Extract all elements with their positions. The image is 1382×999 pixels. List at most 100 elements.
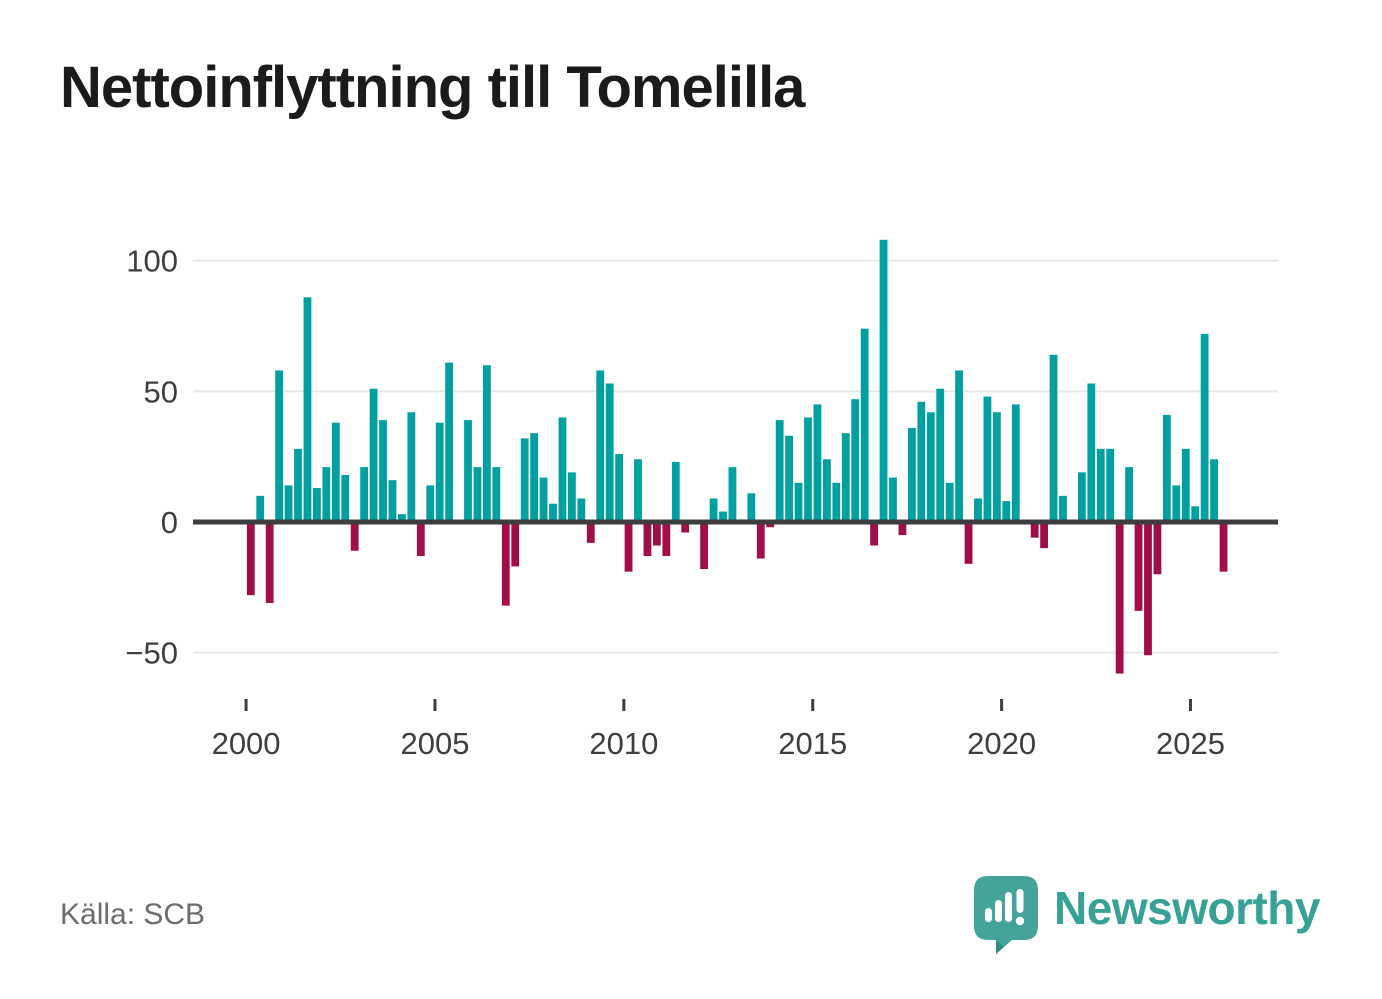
bar-2024-q1 (1153, 522, 1162, 575)
bar-2012-q2 (709, 498, 718, 522)
bar-2011-q1 (662, 522, 671, 556)
bar-2025-q2 (1200, 333, 1209, 522)
bar-2006-q4 (501, 522, 510, 606)
x-tick-label: 2020 (967, 726, 1036, 761)
newsworthy-logo: Newsworthy (974, 876, 1320, 954)
y-tick-label: 50 (144, 374, 178, 409)
bar-2012-q3 (719, 511, 727, 522)
bar-2007-q3 (530, 433, 539, 522)
x-tick-label: 2000 (212, 726, 281, 761)
x-tick-label: 2015 (778, 726, 847, 761)
bar-2006-q3 (492, 467, 501, 522)
y-tick-label: 0 (161, 505, 178, 540)
newsworthy-speech-bubble-barchart-icon (974, 876, 1039, 954)
bar-2023-q2 (1125, 467, 1133, 522)
bar-2003-q1 (360, 467, 369, 522)
y-axis-labels: 100 50 0 −50 (125, 244, 178, 671)
bar-2000-q4 (275, 370, 284, 522)
bar-2024-q4 (1181, 448, 1190, 522)
bar-2010-q2 (634, 459, 642, 522)
x-axis-ticks: 2000 2005 2010 2015 2020 2025 (212, 699, 1225, 761)
bar-2016-q1 (851, 399, 860, 522)
y-tick-label: 100 (126, 244, 178, 279)
bar-2015-q2 (822, 459, 831, 522)
bar-2010-q4 (652, 522, 661, 546)
bar-2007-q1 (511, 522, 520, 567)
bar-2001-q1 (284, 485, 293, 522)
bar-2005-q4 (464, 420, 472, 522)
bar-2006-q1 (473, 467, 482, 522)
bar-2015-q4 (841, 433, 850, 522)
x-tick-label: 2005 (400, 726, 469, 761)
bar-2001-q4 (313, 488, 321, 522)
bar-2014-q1 (775, 420, 784, 522)
bar-2020-q4 (1030, 522, 1039, 538)
bar-2025-q3 (1210, 459, 1218, 522)
bar-2012-q1 (700, 522, 709, 570)
bar-2022-q2 (1087, 383, 1096, 522)
bar-2018-q1 (926, 412, 935, 522)
bar-2002-q3 (341, 474, 350, 522)
bar-2004-q1 (398, 514, 406, 522)
bar-2019-q1 (964, 522, 973, 564)
bar-2014-q4 (804, 417, 812, 522)
bar-2017-q3 (907, 427, 916, 522)
bar-2016-q3 (870, 522, 878, 546)
bar-2015-q3 (832, 482, 841, 523)
bar-2009-q1 (586, 522, 595, 543)
bar-2017-q1 (889, 477, 897, 522)
bar-2023-q1 (1115, 522, 1124, 674)
bar-2004-q3 (416, 522, 425, 556)
bar-2013-q4 (766, 522, 775, 528)
bar-2019-q4 (992, 412, 1001, 522)
bar-2019-q2 (974, 498, 982, 522)
bar-2017-q4 (917, 401, 926, 522)
gridlines (193, 259, 1278, 654)
bar-2025-q1 (1191, 506, 1200, 522)
bar-2013-q2 (747, 493, 756, 522)
bar-2016-q4 (879, 239, 888, 523)
bar-2007-q2 (520, 438, 529, 522)
bar-2005-q1 (435, 422, 444, 522)
bar-2023-q4 (1144, 522, 1152, 656)
bar-2020-q2 (1011, 404, 1020, 522)
bar-2008-q4 (577, 498, 586, 522)
bar-2004-q4 (426, 485, 435, 522)
bar-2018-q2 (936, 388, 945, 522)
bar-2012-q4 (728, 467, 737, 522)
bar-2009-q4 (615, 454, 624, 522)
bar-2004-q2 (407, 412, 416, 522)
bar-2001-q3 (303, 297, 312, 522)
bar-2006-q2 (483, 365, 491, 522)
bar-2007-q4 (539, 477, 548, 522)
bar-2019-q3 (983, 396, 992, 522)
bar-2021-q2 (1049, 354, 1058, 522)
bar-2023-q3 (1134, 522, 1143, 611)
bar-2013-q3 (756, 522, 765, 559)
bar-2025-q4 (1219, 522, 1228, 572)
bar-2022-q4 (1106, 448, 1115, 522)
bar-2024-q3 (1172, 485, 1181, 522)
bar-2002-q1 (322, 467, 331, 522)
bar-2015-q1 (813, 404, 822, 522)
bar-2005-q2 (445, 362, 454, 522)
bar-2008-q3 (568, 472, 576, 522)
bar-2009-q3 (605, 383, 614, 522)
bar-2003-q2 (369, 388, 378, 522)
bar-2000-q1 (246, 522, 255, 596)
source-note: Källa: SCB (60, 898, 206, 931)
bar-2018-q4 (955, 370, 963, 522)
bars (246, 239, 1228, 674)
page-title: Nettoinflyttning till Tomelilla (60, 55, 805, 120)
bar-2002-q2 (331, 422, 340, 522)
bar-2001-q2 (294, 448, 302, 522)
y-tick-label: −50 (125, 636, 178, 671)
bar-2003-q4 (388, 480, 397, 522)
bar-2008-q1 (549, 503, 557, 522)
bar-2021-q3 (1059, 495, 1067, 522)
bar-2021-q1 (1040, 522, 1048, 549)
bar-2020-q1 (1002, 501, 1011, 522)
newsworthy-wordmark: Newsworthy (1054, 882, 1320, 934)
bar-2022-q3 (1096, 448, 1105, 522)
bar-2000-q2 (256, 495, 265, 522)
